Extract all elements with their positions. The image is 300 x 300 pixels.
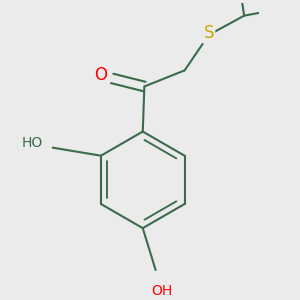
- Text: S: S: [203, 24, 214, 42]
- Text: O: O: [94, 66, 107, 84]
- Text: HO: HO: [22, 136, 43, 150]
- Text: OH: OH: [152, 284, 173, 298]
